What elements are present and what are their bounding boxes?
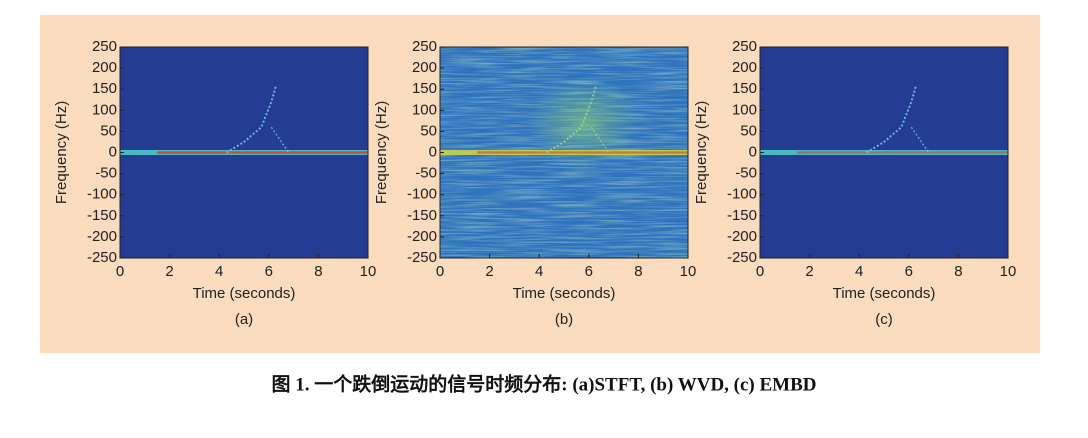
y-tick-label: 150 — [92, 80, 117, 97]
subfigure-label: (c) — [875, 311, 893, 328]
x-tick-label: 2 — [805, 263, 813, 280]
x-tick-label: 10 — [360, 263, 377, 280]
x-tick-label: 4 — [215, 263, 223, 280]
subfigure-label: (b) — [555, 311, 573, 328]
x-tick-label: 6 — [265, 263, 273, 280]
y-tick-label: 250 — [412, 38, 437, 55]
y-tick-label: -250 — [407, 249, 437, 266]
y-tick-label: 150 — [732, 80, 757, 97]
y-tick-label: -150 — [87, 207, 117, 224]
x-tick-label: 0 — [116, 263, 124, 280]
y-tick-label: -50 — [95, 165, 117, 182]
y-tick-label: 200 — [412, 59, 437, 76]
x-tick-label: 8 — [634, 263, 642, 280]
y-tick-label: 250 — [732, 38, 757, 55]
y-tick-label: 0 — [429, 143, 437, 160]
y-tick-label: 200 — [92, 59, 117, 76]
y-axis-label: Frequency (Hz) — [373, 101, 390, 204]
figure-caption: 图 1. 一个跌倒运动的信号时频分布: (a)STFT, (b) WVD, (c… — [272, 372, 817, 395]
y-tick-label: -150 — [407, 207, 437, 224]
y-tick-label: 250 — [92, 38, 117, 55]
spectrogram-chirp-return — [270, 126, 290, 153]
y-tick-label: 50 — [420, 122, 437, 139]
x-axis-label: Time (seconds) — [513, 285, 616, 302]
y-tick-label: -200 — [87, 228, 117, 245]
y-tick-label: -150 — [727, 207, 757, 224]
y-tick-label: -200 — [727, 228, 757, 245]
x-tick-label: 2 — [485, 263, 493, 280]
x-tick-label: 4 — [855, 263, 863, 280]
y-tick-label: 100 — [732, 101, 757, 118]
y-tick-label: -50 — [735, 165, 757, 182]
x-tick-label: 8 — [954, 263, 962, 280]
spectrogram-chirp — [546, 84, 598, 154]
spectrogram-chirp-return — [590, 126, 610, 153]
spectrogram-chirp — [226, 84, 278, 154]
y-tick-label: 0 — [109, 143, 117, 160]
x-tick-label: 4 — [535, 263, 543, 280]
spectrogram-zero-core — [157, 151, 368, 154]
y-tick-label: 50 — [100, 122, 117, 139]
y-tick-label: -100 — [727, 186, 757, 203]
x-tick-label: 6 — [905, 263, 913, 280]
y-tick-label: 50 — [740, 122, 757, 139]
y-tick-label: 0 — [749, 143, 757, 160]
x-tick-label: 10 — [1000, 263, 1017, 280]
y-tick-label: 100 — [412, 101, 437, 118]
x-axis-label: Time (seconds) — [833, 285, 936, 302]
y-tick-label: -200 — [407, 228, 437, 245]
x-tick-label: 10 — [680, 263, 697, 280]
x-tick-label: 6 — [585, 263, 593, 280]
x-axis-label: Time (seconds) — [193, 285, 296, 302]
y-axis-label: Frequency (Hz) — [693, 101, 710, 204]
x-tick-label: 0 — [756, 263, 764, 280]
spectrogram-chirp — [866, 84, 918, 154]
y-tick-label: -250 — [87, 249, 117, 266]
x-tick-label: 0 — [436, 263, 444, 280]
spectrogram-chirp-return — [910, 126, 930, 153]
y-tick-label: 150 — [412, 80, 437, 97]
y-tick-label: 200 — [732, 59, 757, 76]
subfigure-label: (a) — [235, 311, 253, 328]
y-tick-label: -100 — [87, 186, 117, 203]
y-tick-label: -100 — [407, 186, 437, 203]
y-tick-label: 100 — [92, 101, 117, 118]
spectrogram-energy — [528, 77, 639, 168]
y-tick-label: -250 — [727, 249, 757, 266]
spectrogram-zero-core — [477, 151, 688, 154]
spectrogram-zero-core — [797, 151, 1008, 154]
x-tick-label: 8 — [314, 263, 322, 280]
x-tick-label: 2 — [165, 263, 173, 280]
y-axis-label: Frequency (Hz) — [53, 101, 70, 204]
y-tick-label: -50 — [415, 165, 437, 182]
